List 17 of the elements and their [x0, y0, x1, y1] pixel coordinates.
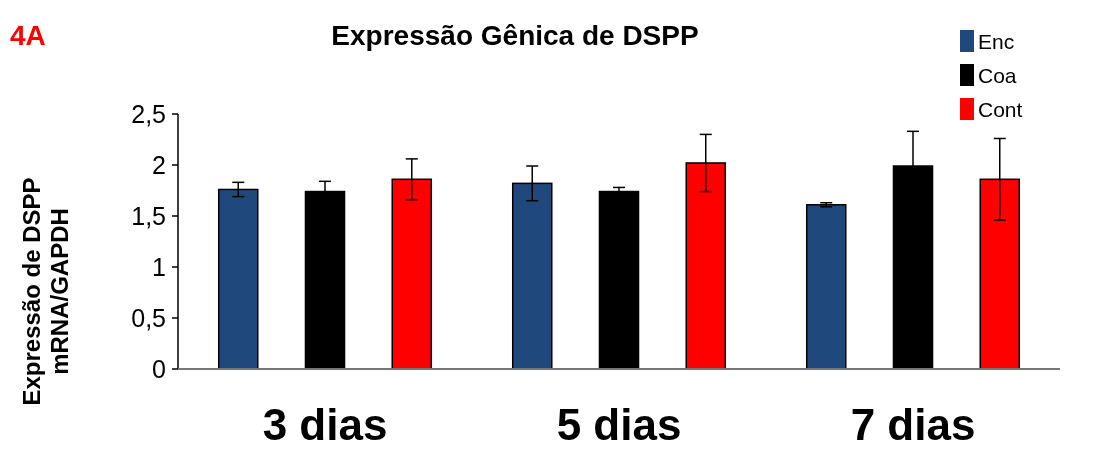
text: 4A	[10, 20, 46, 51]
y-tick-label: 2,5	[131, 100, 166, 128]
legend-label: Enc	[978, 30, 1015, 53]
x-tick-label: 5 dias	[556, 400, 682, 449]
y-tick-label: 0,5	[131, 304, 166, 332]
legend-label: Cont	[978, 98, 1023, 121]
y-tick-label: 1,5	[131, 202, 166, 230]
y-tick-label: 0	[152, 355, 166, 383]
bar	[598, 190, 640, 370]
bar	[805, 204, 847, 370]
y-tick-label: 1	[152, 253, 166, 281]
chart-title: Expressão Gênica de DSPP	[331, 20, 699, 51]
y-axis-title: Expressão de DSPP mRNA/GAPDH	[18, 177, 73, 406]
x-tick-label: 7 dias	[850, 400, 976, 449]
legend-label: Coa	[978, 64, 1017, 87]
y-tick-label: 2	[152, 151, 166, 179]
x-tick-label: 3 dias	[262, 400, 388, 449]
